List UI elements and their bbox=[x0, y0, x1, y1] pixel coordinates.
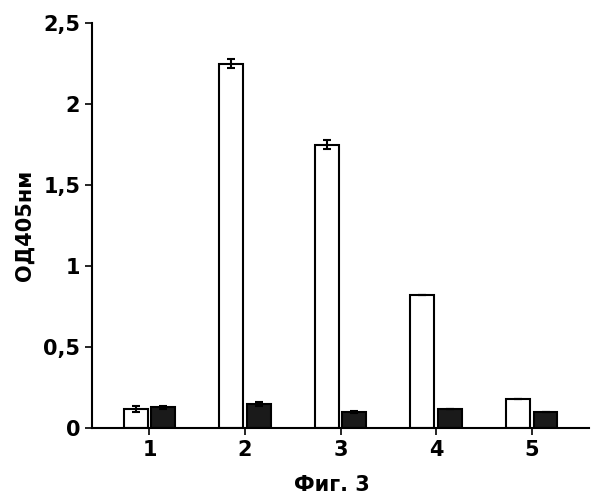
Y-axis label: ОД405нм: ОД405нм bbox=[15, 170, 35, 281]
Bar bbox=[533, 412, 557, 428]
Text: Фиг. 3: Фиг. 3 bbox=[294, 475, 370, 495]
Bar bbox=[410, 296, 434, 428]
Bar bbox=[342, 412, 367, 428]
Bar bbox=[124, 408, 147, 428]
Bar bbox=[247, 404, 271, 428]
Bar bbox=[219, 64, 243, 428]
Bar bbox=[152, 407, 175, 428]
Bar bbox=[315, 144, 339, 428]
Bar bbox=[506, 399, 530, 428]
Bar bbox=[438, 408, 462, 428]
